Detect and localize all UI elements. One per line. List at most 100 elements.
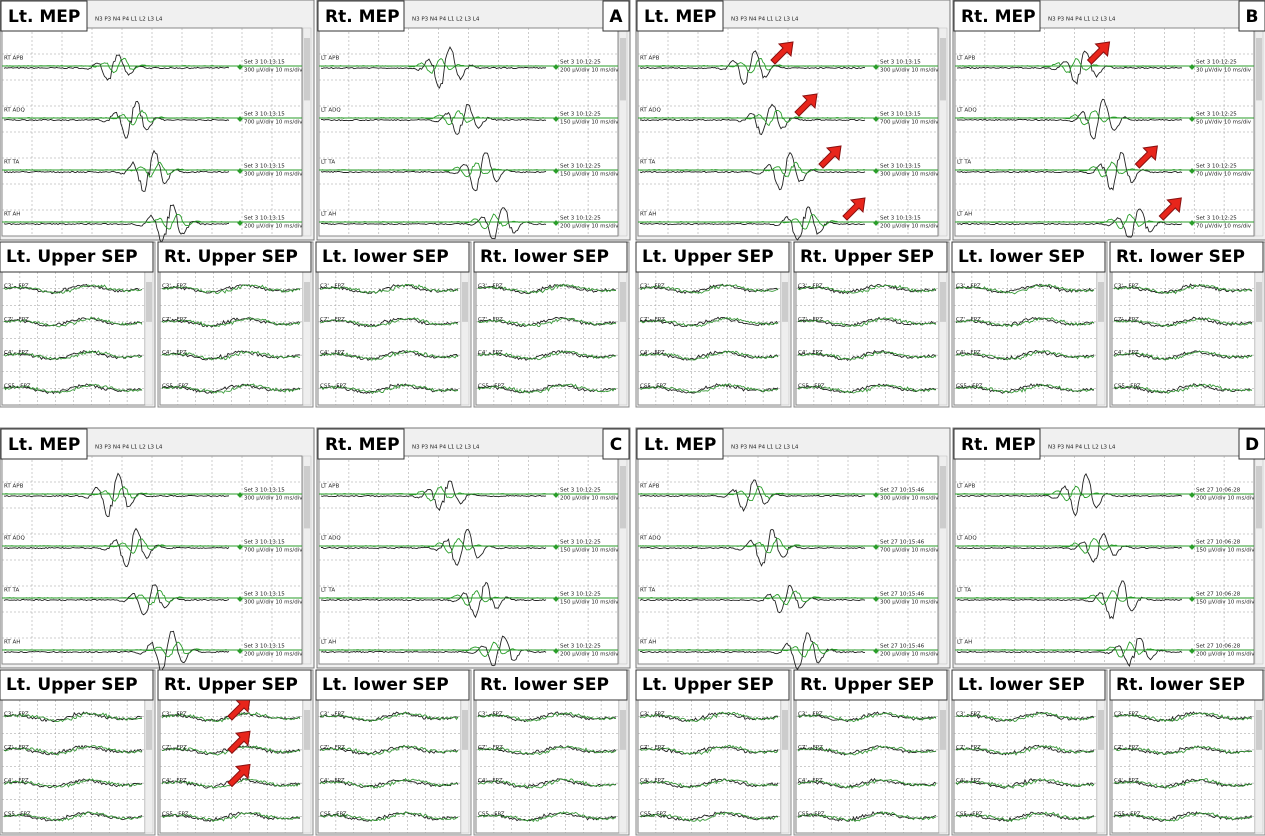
scale-info: 200 µV/div 10 ms/div [244,652,303,658]
scale-info: 300 µV/div 10 ms/div [880,496,939,502]
scale-info: 700 µV/div 10 ms/div [244,120,303,126]
scroll-thumb [1256,282,1262,322]
channel-label: CS5 - FPZ [640,383,667,389]
channel-label: RT AH [4,640,20,646]
scroll-thumb [1256,38,1262,100]
toolbar-text: N3 P3 N4 P4 L1 L2 L3 L4 [412,445,480,451]
panel-title: Rt. lower SEP [480,247,609,267]
scale-info: 30 µV/div 10 ms/div [1196,68,1252,74]
channel-label: CS5 - FPZ [320,383,347,389]
channel-label: C3' - FPZ [4,712,29,718]
channel-label: C3' - FPZ [4,284,29,290]
panel-title: Rt. Upper SEP [800,675,934,695]
channel-label: C3' - FPZ [162,712,187,718]
panel-title: Lt. MEP [8,435,80,455]
channel-label: C4' - FPZ [640,350,665,356]
channel-label: RT TA [4,160,19,166]
scale-info: 150 µV/div 10 ms/div [560,548,619,554]
set-info: Set 3 10:12:25 [1196,164,1237,170]
set-info: Set 3 10:13:15 [244,164,285,170]
channel-label: RT TA [640,160,655,166]
panel-title: Lt. Upper SEP [6,247,138,267]
scroll-thumb [304,710,310,750]
set-info: Set 27 10:15:46 [880,592,925,598]
scale-info: 200 µV/div 10 ms/div [560,496,619,502]
channel-label: C4' - FPZ [478,350,503,356]
toolbar-text: N3 P3 N4 P4 L1 L2 L3 L4 [95,17,163,23]
channel-label: C4' - FPZ [956,778,981,784]
scroll-thumb [940,466,946,528]
scroll-thumb [782,710,788,750]
channel-label: RT AH [640,640,656,646]
panel-title: Lt. Upper SEP [6,675,138,695]
channel-label: LT AH [321,212,336,218]
channel-label: CS5 - FPZ [4,811,31,817]
channel-label: C4' - FPZ [798,350,823,356]
panel-title: Lt. Upper SEP [642,247,774,267]
scale-info: 150 µV/div 10 ms/div [560,600,619,606]
scroll-thumb [940,38,946,100]
toolbar-text: N3 P3 N4 P4 L1 L2 L3 L4 [1048,17,1116,23]
channel-label: LT ADQ [957,108,977,114]
scroll-thumb [940,710,946,750]
channel-label: C4' - FPZ [956,350,981,356]
set-info: Set 27 10:15:46 [880,540,925,546]
scale-info: 200 µV/div 10 ms/div [560,224,619,230]
channel-label: RT AH [640,212,656,218]
set-info: Set 3 10:12:25 [560,540,601,546]
scroll-thumb [620,282,626,322]
channel-label: RT AH [4,212,20,218]
channel-label: CS5 - FPZ [798,811,825,817]
channel-label: C3' - FPZ [1114,712,1139,718]
channel-label: CS5 - FPZ [478,383,505,389]
panel-title: Rt. MEP [325,7,400,27]
channel-label: LT TA [321,588,335,594]
channel-label: CS5 - FPZ [162,383,189,389]
channel-label: C4' - FPZ [1114,350,1139,356]
toolbar-text: N3 P3 N4 P4 L1 L2 L3 L4 [412,17,480,23]
scroll-thumb [304,282,310,322]
set-info: Set 27 10:06:28 [1196,644,1241,650]
set-info: Set 3 10:13:15 [880,112,921,118]
figure: N3 P3 N4 P4 L1 L2 L3 L4 RT APB Set 3 10:13… [0,0,1265,836]
channel-label: CZ' - FPZ [798,317,823,323]
panel-title: Rt. lower SEP [480,675,609,695]
scroll-thumb [1098,282,1104,322]
scroll-thumb [1098,710,1104,750]
set-info: Set 27 10:06:28 [1196,592,1241,598]
scale-info: 300 µV/div 10 ms/div [244,68,303,74]
scale-info: 150 µV/div 10 ms/div [560,120,619,126]
channel-label: RT APB [640,56,660,62]
scale-info: 300 µV/div 10 ms/div [244,496,303,502]
panel-title: Rt. lower SEP [1116,247,1245,267]
set-info: Set 3 10:12:25 [560,60,601,66]
channel-label: CZ' - FPZ [1114,745,1139,751]
channel-label: LT ADQ [957,536,977,542]
panel-title: Lt. Upper SEP [642,675,774,695]
channel-label: LT APB [957,56,975,62]
channel-label: LT ADQ [321,108,341,114]
scroll-thumb [940,282,946,322]
scale-info: 300 µV/div 10 ms/div [244,600,303,606]
set-info: Set 3 10:12:25 [1196,216,1237,222]
panel-title: Lt. lower SEP [958,675,1085,695]
scroll-thumb [620,466,626,528]
scroll-thumb [1256,466,1262,528]
channel-label: CZ' - FPZ [956,745,981,751]
channel-label: CS5 - FPZ [4,383,31,389]
channel-label: CZ' - FPZ [320,317,345,323]
channel-label: CS5 - FPZ [798,383,825,389]
set-info: Set 27 10:15:46 [880,644,925,650]
channel-label: CS5 - FPZ [162,811,189,817]
panel-title: Rt. lower SEP [1116,675,1245,695]
set-info: Set 3 10:13:15 [244,488,285,494]
panel-title: Rt. MEP [325,435,400,455]
scale-info: 200 µV/div 10 ms/div [560,68,619,74]
panel-letter: A [609,7,623,27]
channel-label: CS5 - FPZ [1114,383,1141,389]
scale-info: 200 µV/div 10 ms/div [880,652,939,658]
channel-label: LT APB [321,484,339,490]
channel-label: CS5 - FPZ [1114,811,1141,817]
scale-info: 200 µV/div 10 ms/div [1196,652,1255,658]
scroll-thumb [304,38,310,100]
